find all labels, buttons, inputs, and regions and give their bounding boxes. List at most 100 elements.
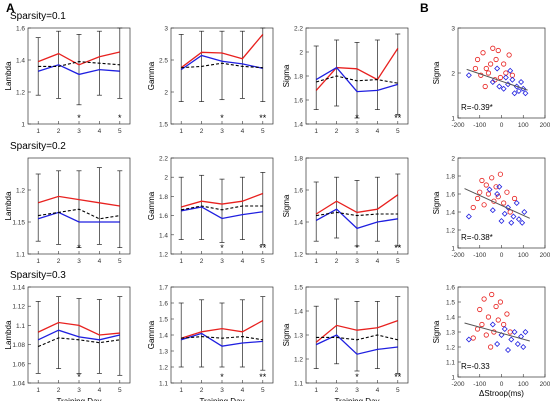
scatter-point-blue	[489, 79, 496, 85]
scatter-point-blue	[500, 85, 507, 92]
significance-marker: *	[118, 113, 122, 123]
series-line-blue	[181, 206, 263, 220]
y-axis-label: Sigma	[282, 194, 291, 217]
scatter-point-blue	[489, 321, 496, 328]
y-axis-label: Sigma	[432, 61, 441, 84]
scatter-point-blue	[494, 191, 501, 197]
significance-marker: *	[77, 372, 81, 382]
y-tick-label: 1.4	[294, 122, 303, 129]
x-tick-label: 1	[314, 387, 318, 394]
regression-line	[464, 188, 530, 219]
significance-marker: *	[355, 113, 359, 123]
scatter-point-blue	[513, 200, 520, 206]
x-axis-label: Training Day	[334, 397, 379, 401]
y-tick-label: 2.2	[159, 156, 168, 163]
y-tick-label: 1.5	[159, 317, 168, 324]
x-tick-label: 4	[98, 128, 102, 135]
scatter-point-blue	[518, 79, 525, 85]
row-label: Sparsity=0.1	[10, 11, 66, 22]
scatter-point-red	[485, 191, 492, 197]
scatter-point-blue	[515, 88, 522, 94]
x-tick-label: 4	[376, 128, 380, 135]
scatter-point-red	[470, 204, 476, 211]
scatter-point-blue	[489, 207, 496, 214]
y-tick-label: 1.6	[294, 98, 303, 105]
chart-a-gamma-row2: 1.1 1.2 1.3 1.4 1.5 1.6 1.7 1 2 3 4 5 Gamma Training …	[147, 285, 274, 401]
y-tick-label: 2	[451, 156, 455, 163]
scatter-point-blue	[508, 336, 515, 343]
series-line-black	[316, 211, 398, 217]
x-tick-label: 5	[261, 128, 265, 135]
series-line-red	[37, 321, 120, 336]
series-line-red	[315, 319, 399, 343]
y-tick-label: 1.2	[159, 252, 168, 259]
y-tick-label: 1.8	[294, 156, 303, 163]
scatter-point-red	[493, 56, 499, 63]
x-tick-label: 100	[518, 122, 529, 129]
x-tick-label: 1	[314, 258, 318, 265]
significance-marker: *	[355, 243, 359, 253]
x-tick-label: 1	[179, 387, 183, 394]
x-tick-label: -100	[473, 381, 486, 388]
x-tick-label: 3	[355, 387, 359, 394]
correlation-annotation: R=-0.33	[461, 362, 490, 371]
x-tick-label: 5	[118, 128, 122, 135]
y-tick-label: 1.06	[12, 361, 25, 368]
series-line-red	[181, 320, 264, 339]
significance-marker: **	[394, 372, 402, 382]
scatter-point-red	[481, 296, 487, 302]
correlation-annotation: R=-0.39*	[461, 103, 493, 112]
regression-line	[464, 322, 530, 342]
y-tick-label: 1	[451, 375, 455, 382]
significance-marker: **	[394, 243, 402, 253]
x-tick-label: 3	[220, 128, 224, 135]
x-tick-label: 4	[98, 387, 102, 394]
series-line-blue	[38, 211, 120, 223]
series-line-red	[315, 48, 399, 91]
y-tick-label: 2	[299, 50, 303, 57]
series-line-black	[316, 75, 398, 84]
x-tick-label: 200	[540, 122, 550, 129]
x-axis-label: Training Day	[199, 397, 244, 401]
scatter-point-red	[474, 195, 481, 202]
scatter-point-blue	[505, 204, 511, 211]
chart-a-lambda-row0: Sparsity=0.1 1 1.2 1.4 1.6 1 2 3 4 5 Lambda * *	[4, 11, 131, 135]
x-tick-label: 100	[518, 252, 529, 259]
scatter-point-red	[495, 194, 501, 200]
y-tick-label: 2.5	[159, 58, 168, 65]
scatter-point-red	[497, 74, 504, 81]
chart-b-sigma-row0: 1 2 3 -200 -100 0 100 200 Sigma R=-0.39*	[432, 26, 550, 130]
series-line-blue	[38, 64, 120, 76]
y-tick-label: 1.1	[446, 360, 455, 367]
series-line-black	[38, 208, 120, 220]
scatter-point-blue	[511, 90, 518, 97]
x-tick-label: 1	[179, 258, 183, 265]
series-line-blue	[37, 329, 120, 341]
y-tick-label: 1.3	[294, 333, 303, 340]
series-line-blue	[315, 208, 398, 230]
y-tick-label: 3	[164, 26, 168, 33]
scatter-point-red	[483, 332, 489, 338]
y-axis-label: Sigma	[432, 191, 441, 214]
significance-marker: *	[77, 243, 81, 253]
x-tick-label: 0	[500, 122, 504, 129]
y-tick-label: 1.3	[159, 349, 168, 356]
x-tick-label: 4	[376, 258, 380, 265]
scatter-point-blue	[496, 183, 503, 190]
chart-b-sigma-row1: 1 1.2 1.4 1.6 1.8 2 -200 -100 0 100 200 Sigma R=-0.3…	[432, 156, 550, 260]
scatter-point-red	[495, 317, 501, 323]
scatter-point-blue	[522, 329, 529, 335]
x-tick-label: 100	[518, 381, 529, 388]
y-tick-label: 1	[451, 116, 455, 123]
x-tick-label: 1	[36, 387, 40, 394]
significance-marker: *	[77, 113, 81, 123]
chart-a-sigma-row2: 1.11.21.31.41.512345SigmaTraining Day***	[282, 285, 409, 401]
scatter-point-blue	[507, 67, 514, 74]
x-tick-label: 3	[77, 128, 81, 135]
scatter-point-red	[504, 189, 510, 195]
scatter-point-red	[477, 189, 483, 195]
series-line-blue	[315, 334, 398, 355]
series-line-black	[37, 337, 120, 348]
